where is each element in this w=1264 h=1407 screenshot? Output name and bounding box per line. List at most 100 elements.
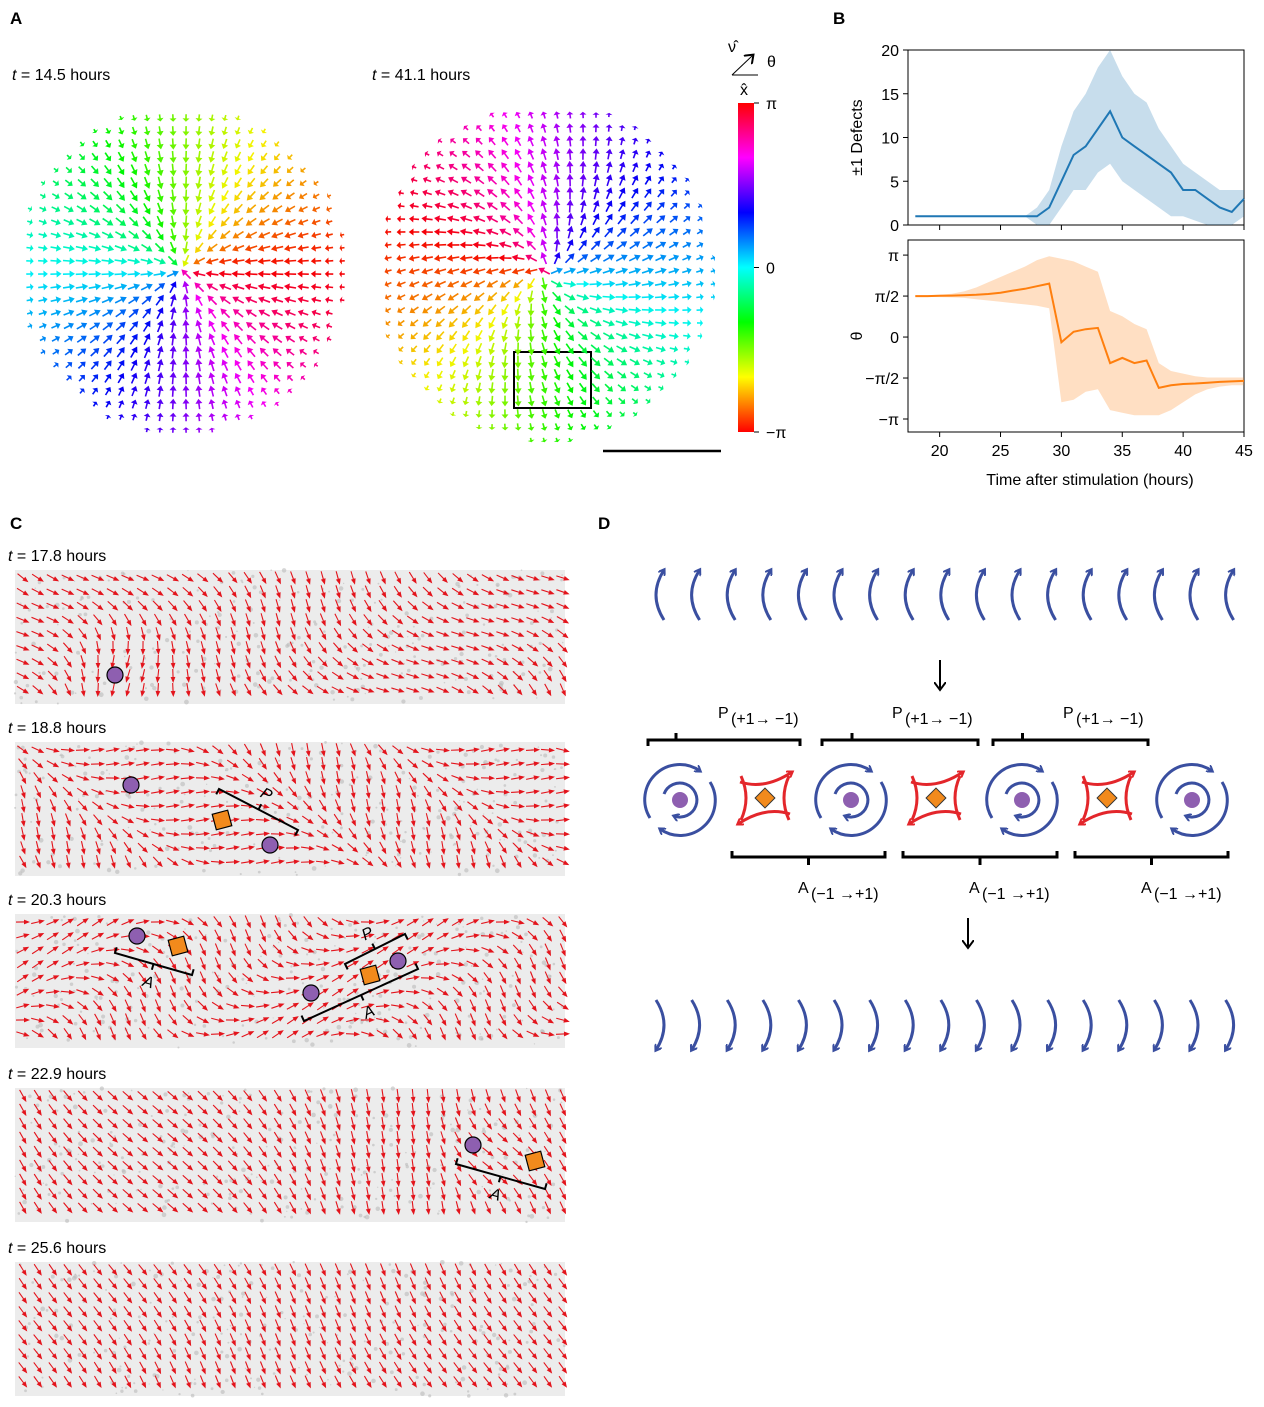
texture-dot [385, 1302, 389, 1306]
texture-dot [110, 1317, 112, 1319]
field-arrow [77, 192, 87, 199]
field-arrow [131, 127, 138, 135]
field-arrow [593, 200, 600, 212]
texture-dot [404, 831, 406, 833]
texture-dot [166, 955, 169, 958]
field-arrow [235, 164, 242, 175]
field-arrow [616, 333, 628, 340]
field-arrow [488, 396, 495, 406]
texture-dot [357, 1168, 360, 1171]
field-arrow [515, 304, 522, 317]
texture-dot [268, 1128, 271, 1131]
texture-dot [46, 605, 49, 608]
field-arrow [423, 319, 432, 327]
field-arrow [644, 385, 651, 391]
field-arrow [474, 292, 485, 301]
field-arrow [513, 228, 524, 237]
field-arrow [655, 242, 666, 249]
field-arrow [221, 321, 230, 332]
texture-dot [407, 669, 411, 673]
field-arrow [460, 203, 472, 210]
field-arrow [300, 180, 307, 186]
field-arrow [76, 219, 87, 226]
field-arrow [528, 343, 535, 356]
field-arrow [566, 356, 574, 367]
vortex-ring [660, 782, 715, 835]
texture-dot [267, 934, 271, 938]
field-arrow [541, 252, 548, 264]
texture-dot [554, 786, 556, 788]
texture-dot [334, 1296, 336, 1298]
texture-dot [389, 1128, 393, 1132]
field-arrow [206, 284, 218, 291]
texture-dot [125, 1387, 127, 1389]
field-arrow [209, 428, 216, 433]
field-arrow [170, 413, 177, 422]
field-arrow [398, 320, 405, 326]
texture-dot [105, 1289, 107, 1291]
texture-dot [542, 1206, 545, 1209]
field-arrow [631, 201, 639, 211]
field-arrow [447, 228, 460, 235]
field-arrow [411, 345, 417, 352]
field-arrow [144, 359, 151, 371]
field-arrow [697, 307, 704, 314]
texture-dot [232, 571, 236, 575]
texture-dot [278, 857, 280, 859]
field-arrow [423, 332, 431, 340]
texture-dot [115, 870, 119, 874]
field-arrow [222, 359, 229, 371]
texture-dot [297, 636, 301, 640]
field-arrow [398, 360, 403, 365]
texture-dot [228, 1196, 232, 1200]
texture-dot [348, 1025, 352, 1029]
field-arrow [117, 347, 125, 358]
x-tick-label: 25 [992, 443, 1010, 460]
texture-dot [198, 1315, 202, 1319]
field-arrow [246, 204, 256, 213]
texture-dot [19, 696, 23, 700]
texture-dot [536, 697, 537, 698]
field-arrow [235, 373, 242, 384]
field-arrow [578, 240, 587, 251]
field-arrow [131, 139, 138, 149]
field-arrow [143, 203, 150, 215]
texture-dot [408, 974, 409, 975]
field-arrow [436, 164, 444, 170]
texture-dot [404, 1292, 409, 1297]
field-arrow [629, 280, 642, 287]
polarity-arc [870, 1000, 878, 1050]
field-arrow [579, 383, 587, 393]
field-arrow [38, 245, 48, 252]
field-arrow [591, 370, 600, 379]
texture-dot [340, 1352, 341, 1353]
texture-dot [465, 930, 468, 933]
field-arrow [115, 258, 128, 265]
texture-dot [421, 916, 423, 918]
texture-dot [284, 1318, 285, 1319]
texture-dot [54, 994, 58, 998]
texture-dot [464, 868, 468, 872]
texture-dot [360, 678, 362, 680]
texture-dot [151, 598, 154, 601]
flow-frame [15, 1260, 567, 1398]
field-arrow [157, 190, 164, 203]
field-arrow [129, 321, 138, 331]
texture-dot [310, 1042, 314, 1046]
field-arrow [541, 343, 548, 356]
texture-dot [146, 793, 149, 796]
texture-dot [297, 796, 302, 801]
field-arrow [297, 271, 309, 278]
field-arrow [409, 281, 420, 288]
texture-dot [270, 1179, 274, 1183]
texture-dot [40, 1307, 45, 1312]
field-arrow [528, 136, 535, 147]
texture-dot [271, 1266, 275, 1270]
field-arrow [668, 280, 679, 287]
texture-dot [330, 928, 332, 930]
field-arrow [76, 310, 88, 317]
texture-dot [405, 1152, 407, 1154]
texture-dot [28, 1322, 31, 1325]
field-arrow [616, 268, 629, 275]
field-arrow [232, 258, 245, 265]
